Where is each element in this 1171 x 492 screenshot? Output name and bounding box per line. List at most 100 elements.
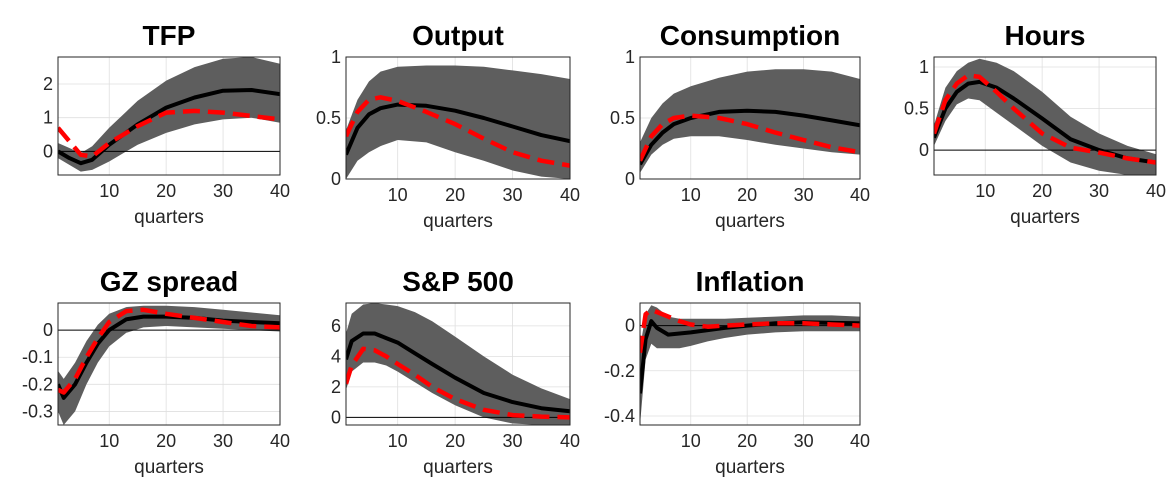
confidence-band — [640, 305, 860, 425]
y-tick-label: 6 — [331, 316, 341, 336]
confidence-band — [934, 58, 1156, 175]
median-response-line — [640, 108, 860, 166]
y-tick-label: 4 — [331, 346, 341, 366]
y-tick-label: 0.5 — [316, 108, 341, 128]
confidence-band — [640, 69, 860, 173]
x-tick-label: 30 — [794, 185, 814, 205]
y-tick-label: 0 — [625, 169, 635, 189]
x-axis-label: quarters — [134, 457, 204, 478]
x-tick-label: 10 — [681, 431, 701, 451]
x-tick-label: 40 — [850, 185, 870, 205]
model-response-line — [346, 346, 570, 420]
x-tick-label: 20 — [445, 431, 465, 451]
x-axis-label: quarters — [134, 207, 204, 228]
panel-title: Hours — [1005, 20, 1086, 51]
y-tick-label: -0.2 — [22, 374, 53, 394]
model-response-line — [934, 73, 1156, 165]
y-tick-label: -0.3 — [22, 401, 53, 421]
x-tick-label: 10 — [388, 185, 408, 205]
y-tick-label: 2 — [43, 74, 53, 94]
x-tick-label: 30 — [794, 431, 814, 451]
y-tick-label: 0 — [625, 316, 635, 336]
median-response-line — [346, 102, 570, 156]
plot-area — [58, 57, 280, 172]
plot-area — [58, 305, 280, 425]
y-tick-label: 0 — [331, 169, 341, 189]
x-tick-label: 20 — [1032, 181, 1052, 201]
x-tick-label: 40 — [270, 181, 290, 201]
x-tick-label: 20 — [156, 181, 176, 201]
x-tick-label: 10 — [975, 181, 995, 201]
model-response-line — [58, 307, 280, 395]
y-tick-label: 0.5 — [610, 108, 635, 128]
x-tick-label: 20 — [445, 185, 465, 205]
x-axis-label: quarters — [715, 457, 785, 478]
x-tick-label: 40 — [560, 431, 580, 451]
y-tick-label: -0.1 — [22, 347, 53, 367]
panel-consumption: 10 20 30 40 0 0.5 1 quarters Consumption — [610, 20, 870, 232]
x-tick-label: 40 — [1146, 181, 1166, 201]
panel-inflation: 10 20 30 40 -0.4 -0.2 0 quarters Inflation — [604, 266, 870, 478]
x-tick-label: 10 — [99, 181, 119, 201]
x-tick-label: 10 — [388, 431, 408, 451]
x-tick-label: 40 — [850, 431, 870, 451]
y-tick-label: 1 — [919, 57, 929, 77]
model-response-line — [640, 113, 860, 162]
y-tick-label: 0 — [331, 407, 341, 427]
plot-area — [346, 65, 570, 179]
x-axis-label: quarters — [1010, 207, 1080, 228]
x-tick-label: 40 — [270, 431, 290, 451]
panel-s-p-500: 10 20 30 40 0 2 4 6 quarters S&P 500 — [331, 266, 580, 478]
x-tick-label: 30 — [213, 431, 233, 451]
plot-area — [346, 303, 570, 425]
panel-tfp: 10 20 30 40 0 1 2 quarters TFP — [43, 20, 290, 228]
panel-gz-spread: 10 20 30 40 -0.3 -0.2 -0.1 0 quarters GZ spread — [22, 266, 290, 478]
y-tick-label: 0.5 — [904, 99, 929, 119]
plot-area — [640, 305, 860, 425]
axes-frame — [345, 56, 571, 180]
panel-title: Output — [412, 20, 504, 51]
panel-title: Consumption — [660, 20, 840, 51]
x-tick-label: 30 — [503, 431, 523, 451]
x-tick-label: 10 — [681, 185, 701, 205]
x-tick-label: 20 — [156, 431, 176, 451]
x-tick-label: 40 — [560, 185, 580, 205]
axes-frame — [345, 302, 571, 426]
y-tick-label: 1 — [625, 47, 635, 67]
panel-title: S&P 500 — [402, 266, 514, 297]
x-axis-label: quarters — [423, 457, 493, 478]
x-tick-label: 30 — [213, 181, 233, 201]
model-response-line — [346, 95, 570, 168]
y-tick-label: 1 — [43, 108, 53, 128]
axes-frame — [57, 302, 281, 426]
panel-title: GZ spread — [100, 266, 238, 297]
model-response-line — [58, 108, 280, 159]
x-axis-label: quarters — [423, 211, 493, 232]
y-tick-label: 0 — [43, 320, 53, 340]
axes-frame — [639, 302, 861, 426]
axes-frame — [57, 56, 281, 176]
y-tick-label: 0 — [919, 140, 929, 160]
panel-hours: 10 20 30 40 0 0.5 1 quarters Hours — [904, 20, 1166, 228]
panel-title: TFP — [143, 20, 196, 51]
plot-area — [934, 58, 1156, 175]
x-tick-label: 20 — [737, 431, 757, 451]
x-tick-label: 30 — [1089, 181, 1109, 201]
panel-title: Inflation — [696, 266, 805, 297]
plot-area — [640, 69, 860, 173]
x-tick-label: 30 — [503, 185, 523, 205]
y-tick-label: -0.2 — [604, 361, 635, 381]
median-response-line — [346, 331, 570, 414]
confidence-band — [58, 305, 280, 425]
x-tick-label: 10 — [99, 431, 119, 451]
y-tick-label: 2 — [331, 377, 341, 397]
confidence-band — [346, 65, 570, 179]
y-tick-label: -0.4 — [604, 406, 635, 426]
confidence-band — [346, 303, 570, 425]
y-tick-label: 0 — [43, 141, 53, 161]
y-tick-label: 1 — [331, 47, 341, 67]
x-tick-label: 20 — [737, 185, 757, 205]
median-response-line — [640, 319, 860, 394]
axes-frame — [639, 56, 861, 180]
